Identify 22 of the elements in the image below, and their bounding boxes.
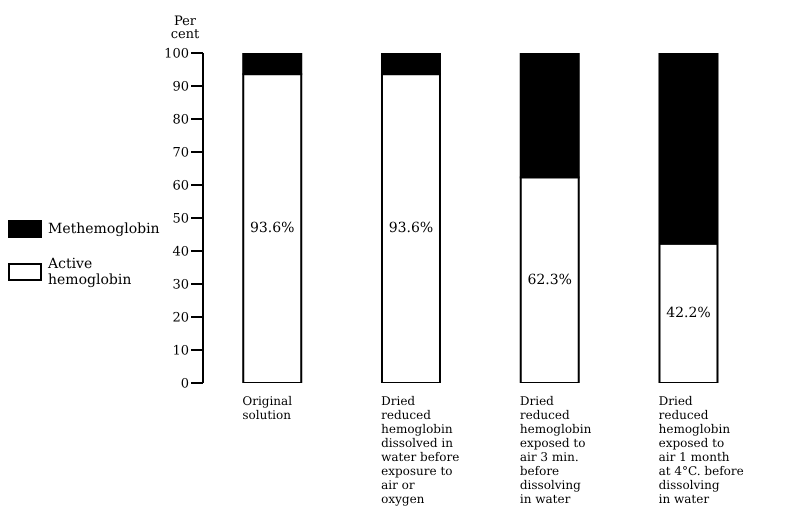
y-tick-label: 90 (172, 80, 189, 95)
y-tick-label: 60 (172, 178, 189, 194)
y-tick-label: 10 (172, 344, 189, 359)
data-label: 93.6% (388, 220, 434, 236)
y-tick-label: 50 (172, 212, 189, 227)
y-axis-title: Per cent (170, 14, 200, 42)
data-label: 42.2% (666, 304, 711, 322)
y-tick-label: 20 (172, 310, 189, 326)
x-tick-label: Original solution (242, 394, 292, 422)
y-tick-label: 40 (172, 244, 189, 260)
legend-label: Methemoglobin (48, 221, 160, 237)
x-tick-label: Dried reduced hemoglobin dissolved in water before exposure to air or oxygen (381, 394, 460, 506)
x-tick-label: Dried reduced hemoglobin exposed to air 1 month at 4°C. before dissolving in water (658, 394, 744, 506)
legend-label: Active hemoglobin (48, 256, 132, 288)
y-tick-label: 80 (172, 112, 189, 128)
y-tick-label: 0 (180, 376, 189, 392)
y-tick-label: 100 (164, 46, 189, 62)
y-tick-label: 70 (172, 146, 189, 161)
x-tick-label: Dried reduced hemoglobin exposed to air 3 min. before dissolving in water (520, 394, 592, 506)
data-label: 93.6% (250, 220, 294, 236)
data-label: 62.3% (527, 272, 572, 288)
y-tick-label: 30 (172, 278, 189, 293)
